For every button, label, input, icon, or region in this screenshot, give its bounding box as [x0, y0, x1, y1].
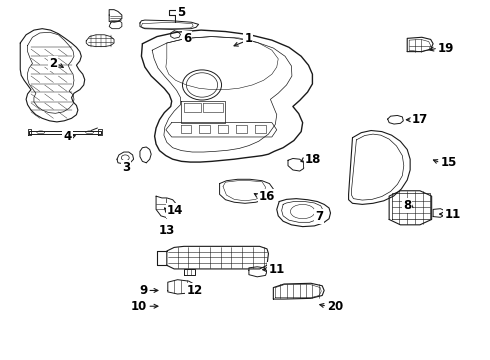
- Text: 5: 5: [177, 6, 186, 19]
- Text: 8: 8: [403, 199, 411, 212]
- Text: 1: 1: [244, 32, 252, 45]
- Text: 12: 12: [186, 284, 203, 297]
- Text: 4: 4: [63, 130, 72, 144]
- Text: 20: 20: [327, 300, 343, 313]
- Text: 11: 11: [444, 208, 461, 221]
- Text: 13: 13: [159, 224, 175, 238]
- Text: 2: 2: [49, 57, 57, 70]
- Text: 16: 16: [259, 190, 275, 203]
- Text: 9: 9: [139, 284, 147, 297]
- Text: 11: 11: [269, 263, 285, 276]
- Text: 15: 15: [441, 156, 457, 169]
- Text: 7: 7: [315, 210, 323, 223]
- Text: 18: 18: [305, 153, 321, 166]
- Text: 14: 14: [167, 204, 183, 217]
- Text: 6: 6: [183, 32, 191, 45]
- Text: 10: 10: [131, 300, 147, 313]
- Text: 3: 3: [122, 161, 130, 174]
- Text: 19: 19: [438, 41, 454, 54]
- Text: 17: 17: [412, 113, 428, 126]
